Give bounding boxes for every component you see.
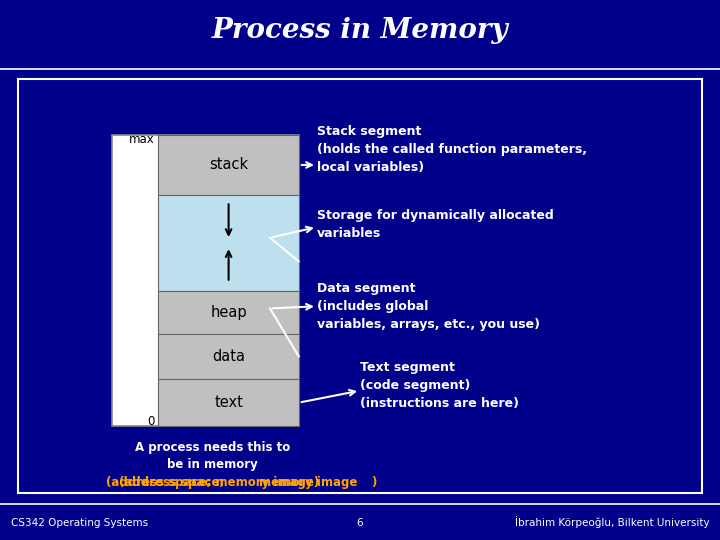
Text: Stack segment
(holds the called function parameters,
local variables): Stack segment (holds the called function… [317,125,587,174]
Bar [158,135,299,195]
Text: Storage for dynamically allocated
variables: Storage for dynamically allocated variab… [317,210,554,240]
Bar [158,379,299,426]
Text: be in memory: be in memory [167,458,258,471]
Text: 0: 0 [148,415,155,428]
Text: max: max [129,133,155,146]
Bar [158,334,299,379]
Text: Text segment
(code segment)
(instructions are here): Text segment (code segment) (instruction… [360,361,519,410]
Text: stack: stack [209,158,248,172]
Text: (address space; memory image): (address space; memory image) [106,476,319,489]
Bar [158,291,299,334]
Text: data: data [212,349,245,364]
Text: memory image: memory image [259,476,358,489]
Text: ): ) [371,476,376,489]
Text: CS342 Operating Systems: CS342 Operating Systems [11,517,148,528]
Text: İbrahim Körpeoğlu, Bilkent University: İbrahim Körpeoğlu, Bilkent University [515,517,709,529]
Text: text: text [214,395,243,410]
Text: A process needs this to: A process needs this to [135,441,290,454]
Bar [112,135,299,426]
Text: (address space;: (address space; [119,476,228,489]
Text: Data segment
(includes global
variables, arrays, etc., you use): Data segment (includes global variables,… [317,282,540,331]
Bar [158,195,299,291]
Text: 6: 6 [356,517,364,528]
Text: Process in Memory: Process in Memory [212,17,508,44]
Text: heap: heap [210,305,247,320]
